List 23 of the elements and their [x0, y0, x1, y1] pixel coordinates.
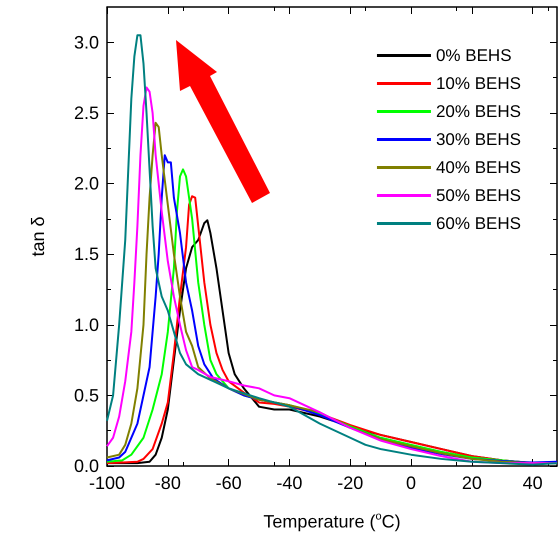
y-tick-label: 2.5 [74, 102, 99, 123]
legend-label: 20% BEHS [436, 102, 522, 121]
x-tick-label: -20 [337, 473, 364, 493]
x-tick-label: 0 [406, 473, 416, 493]
legend-label: 10% BEHS [436, 74, 522, 93]
legend-label: 50% BEHS [436, 186, 522, 205]
x-tick-label: 40 [522, 473, 543, 493]
legend-label: 30% BEHS [436, 130, 522, 149]
x-tick-label: -80 [154, 473, 181, 493]
y-tick-label: 1.5 [74, 244, 99, 264]
x-tick-label: -40 [276, 473, 302, 493]
y-tick-label: 0.5 [74, 385, 99, 406]
y-tick-label: 3.0 [74, 32, 99, 52]
x-tick-label: -100 [88, 473, 126, 493]
y-tick-label: 2.0 [74, 174, 99, 194]
legend-label: 40% BEHS [436, 158, 522, 177]
y-axis-title: tan δ [28, 216, 48, 257]
legend-label: 60% BEHS [436, 214, 522, 233]
y-tick-label: 0.0 [74, 456, 99, 476]
legend-label: 0% BEHS [436, 46, 512, 65]
x-tick-label: -60 [216, 473, 242, 493]
x-tick-label: 20 [462, 473, 482, 493]
y-tick-label: 1.0 [74, 314, 99, 335]
